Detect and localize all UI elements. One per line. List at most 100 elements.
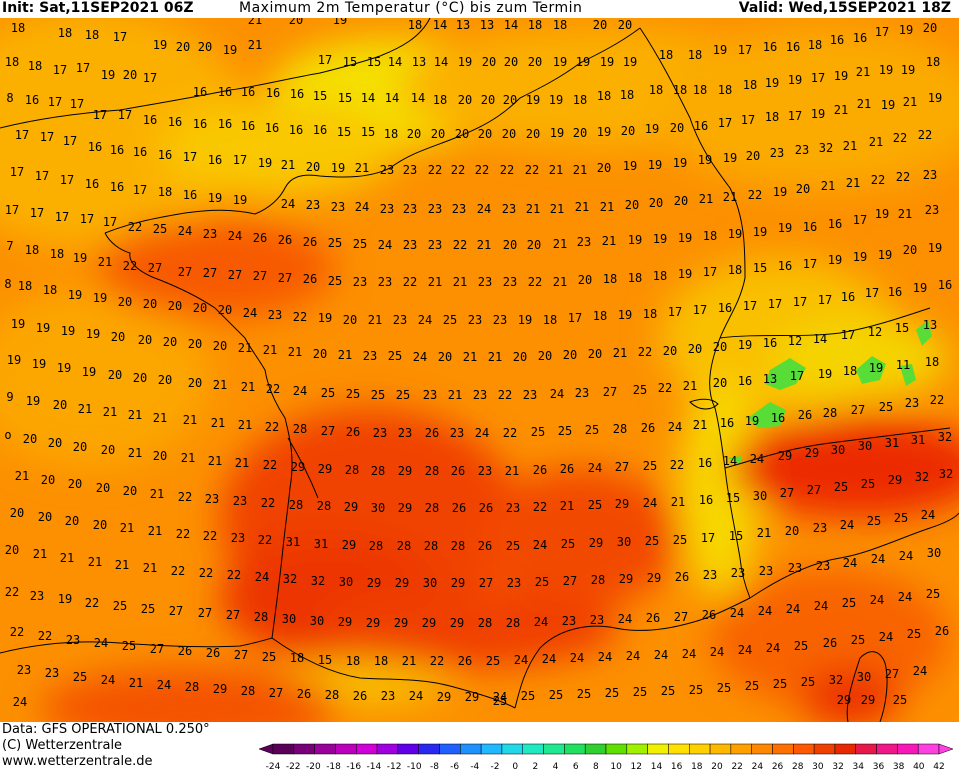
- temperature-value: 18: [346, 654, 360, 668]
- temperature-value: 32: [311, 574, 325, 588]
- gironde-estuary: [287, 437, 319, 499]
- temperature-value: 30: [282, 612, 296, 626]
- legend-tick-label: 8: [593, 762, 599, 772]
- temperature-value: 23: [380, 163, 394, 177]
- temperature-value: 23: [590, 613, 604, 627]
- temperature-value: 29: [342, 538, 356, 552]
- temperature-value: 25: [493, 694, 507, 708]
- legend-tick-label: 4: [553, 762, 559, 772]
- temperature-value: 13: [456, 18, 470, 32]
- temperature-value: 22: [38, 629, 52, 643]
- temperature-value: 24: [643, 496, 657, 510]
- legend-tick-label: 34: [853, 762, 865, 772]
- temperature-value: 19: [600, 55, 614, 69]
- temperature-value: 20: [578, 273, 592, 287]
- temperature-value: 21: [78, 402, 92, 416]
- temperature-value: 22: [525, 163, 539, 177]
- legend-swatch: [293, 743, 315, 755]
- field-blob: [650, 28, 959, 188]
- temperature-value: 17: [743, 299, 757, 313]
- temperature-value: 23: [759, 564, 773, 578]
- temperature-value: 16: [193, 117, 207, 131]
- temperature-value: 13: [923, 318, 937, 332]
- temperature-value: 20: [618, 18, 632, 32]
- temperature-value: 19: [223, 43, 237, 57]
- temperature-value: 20: [38, 510, 52, 524]
- temperature-value: 20: [455, 127, 469, 141]
- temperature-value: 17: [10, 165, 24, 179]
- temperature-value: 16: [763, 336, 777, 350]
- temperature-value: 25: [328, 236, 342, 250]
- temperature-value: 20: [313, 347, 327, 361]
- temperature-value: 23: [233, 494, 247, 508]
- swiss-border: [719, 307, 931, 339]
- temperature-value: 28: [317, 499, 331, 513]
- temperature-labels: 18 18 18 17 19 20 20 19 21 21 20 19 18 14 13 13 14 18 18 20…: [4, 18, 953, 709]
- temperature-value: 25: [633, 685, 647, 699]
- temperature-value: 17: [818, 293, 832, 307]
- legend-swatch: [418, 743, 440, 755]
- england-coast: [0, 18, 431, 129]
- temperature-value: 21: [550, 202, 564, 216]
- legend-tick-label: 26: [772, 762, 784, 772]
- temperature-value: 20: [65, 514, 79, 528]
- temperature-value: 21: [560, 499, 574, 513]
- temperature-value: 31: [286, 535, 300, 549]
- temperature-value: 16: [290, 87, 304, 101]
- temperature-value: 16: [133, 145, 147, 159]
- temperature-value: 21: [549, 163, 563, 177]
- temperature-value: 16: [763, 40, 777, 54]
- temperature-value: 18: [643, 307, 657, 321]
- temperature-value: 21: [288, 345, 302, 359]
- temperature-value: 19: [233, 193, 247, 207]
- temperature-value: 18: [743, 78, 757, 92]
- temperature-value: 21: [238, 418, 252, 432]
- temperature-value: 20: [176, 40, 190, 54]
- temperature-value: 21: [683, 379, 697, 393]
- temperature-value: 15: [729, 529, 743, 543]
- temperature-value: 15: [367, 55, 381, 69]
- alps-border: [724, 427, 951, 469]
- biscay-coast: [104, 232, 293, 639]
- temperature-value: 18: [808, 38, 822, 52]
- temperature-value: 16: [771, 411, 785, 425]
- temperature-value: 30: [339, 575, 353, 589]
- temperature-value: 21: [821, 179, 835, 193]
- temperature-value: 30: [831, 443, 845, 457]
- temperature-value: 18: [374, 654, 388, 668]
- temperature-value: 19: [678, 267, 692, 281]
- temperature-value: 23: [373, 426, 387, 440]
- legend-swatch: [439, 743, 461, 755]
- temperature-value: 24: [13, 695, 27, 709]
- temperature-value: 19: [753, 225, 767, 239]
- legend-tick-label: -8: [430, 762, 439, 772]
- temperature-value: 24: [598, 650, 612, 664]
- legend-swatch: [897, 743, 919, 755]
- temperature-value: 24: [766, 641, 780, 655]
- temperature-value: 27: [150, 642, 164, 656]
- temperature-value: 22: [265, 420, 279, 434]
- temperature-value: 19: [853, 250, 867, 264]
- legend-swatch: [522, 743, 544, 755]
- temperature-value: 21: [98, 255, 112, 269]
- temperature-value: 21: [505, 464, 519, 478]
- temperature-value: 22: [451, 163, 465, 177]
- temperature-value: 21: [120, 521, 134, 535]
- temperature-value: 18: [543, 313, 557, 327]
- temperature-value: 20: [96, 481, 110, 495]
- temperature-value: 23: [30, 589, 44, 603]
- temperature-value: 26: [646, 611, 660, 625]
- temperature-value: 25: [122, 639, 136, 653]
- temperature-value: 22: [258, 533, 272, 547]
- field-blob: [0, 288, 210, 468]
- legend-swatch: [605, 743, 628, 755]
- temperature-value: 29: [589, 536, 603, 550]
- temperature-value: 15: [343, 55, 357, 69]
- temperature-value: 19: [723, 151, 737, 165]
- temperature-value: 20: [101, 443, 115, 457]
- temperature-value: 18: [659, 48, 673, 62]
- temperature-value: 24: [921, 508, 935, 522]
- temperature-value: 16: [289, 123, 303, 137]
- temperature-value: 22: [428, 163, 442, 177]
- temperature-value: 18: [290, 651, 304, 665]
